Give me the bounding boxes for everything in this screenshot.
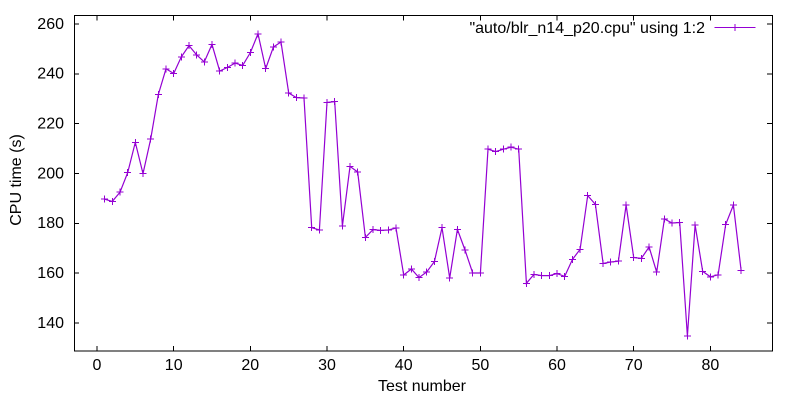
svg-text:260: 260 — [37, 16, 64, 33]
svg-text:30: 30 — [318, 357, 336, 374]
svg-text:CPU time (s): CPU time (s) — [8, 134, 25, 226]
svg-text:20: 20 — [241, 357, 259, 374]
svg-text:70: 70 — [625, 357, 643, 374]
svg-text:60: 60 — [548, 357, 566, 374]
svg-text:"auto/blr_n14_p20.cpu" using 1: "auto/blr_n14_p20.cpu" using 1:2 — [469, 20, 705, 37]
svg-text:50: 50 — [472, 357, 490, 374]
svg-text:180: 180 — [37, 215, 64, 232]
svg-text:200: 200 — [37, 165, 64, 182]
svg-text:80: 80 — [702, 357, 720, 374]
svg-text:0: 0 — [93, 357, 102, 374]
svg-text:220: 220 — [37, 116, 64, 133]
svg-text:Test number: Test number — [378, 378, 467, 395]
svg-text:160: 160 — [37, 265, 64, 282]
svg-text:140: 140 — [37, 315, 64, 332]
svg-text:240: 240 — [37, 66, 64, 83]
svg-text:10: 10 — [165, 357, 183, 374]
svg-text:40: 40 — [395, 357, 413, 374]
